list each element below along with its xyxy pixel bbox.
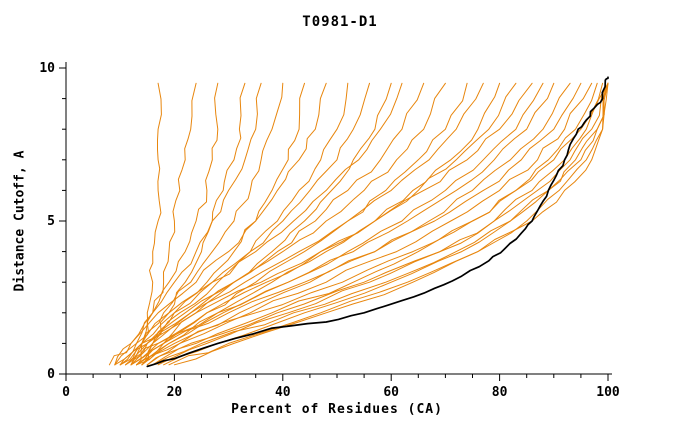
x-tick-label: 80	[492, 385, 508, 400]
model-curve	[163, 82, 609, 366]
model-curve	[157, 82, 609, 366]
highlight-curve	[146, 76, 609, 368]
model-curve	[114, 82, 262, 366]
model-curve	[119, 82, 484, 366]
model-curve	[108, 82, 327, 366]
x-tick-label: 40	[275, 385, 291, 400]
model-curve	[168, 82, 609, 366]
y-tick-label: 5	[47, 214, 55, 229]
model-curve	[136, 82, 468, 366]
model-curve	[114, 82, 533, 366]
model-curve	[152, 82, 609, 366]
model-curve	[152, 82, 598, 366]
model-curve	[136, 82, 604, 366]
model-curve	[125, 82, 446, 366]
model-curve	[119, 82, 219, 366]
x-tick-label: 20	[167, 385, 183, 400]
model-curve	[125, 82, 555, 366]
x-tick-label: 60	[383, 385, 399, 400]
model-curve	[136, 82, 544, 366]
model-curve	[130, 82, 517, 366]
model-curve	[114, 82, 403, 366]
model-curve	[130, 82, 197, 366]
model-curve	[136, 82, 162, 366]
y-tick-label: 0	[47, 367, 55, 382]
model-curve	[141, 82, 246, 366]
model-curve	[141, 82, 593, 366]
x-tick-label: 100	[596, 385, 620, 400]
y-tick-label: 10	[39, 61, 55, 76]
model-curve	[125, 82, 284, 366]
model-curve	[146, 82, 609, 366]
model-curve	[119, 82, 370, 366]
x-tick-label: 0	[62, 385, 70, 400]
chart-title: T0981-D1	[302, 14, 378, 30]
model-curve	[141, 82, 392, 366]
x-axis-label: Percent of Residues (CA)	[231, 402, 443, 417]
model-curve	[130, 82, 582, 366]
